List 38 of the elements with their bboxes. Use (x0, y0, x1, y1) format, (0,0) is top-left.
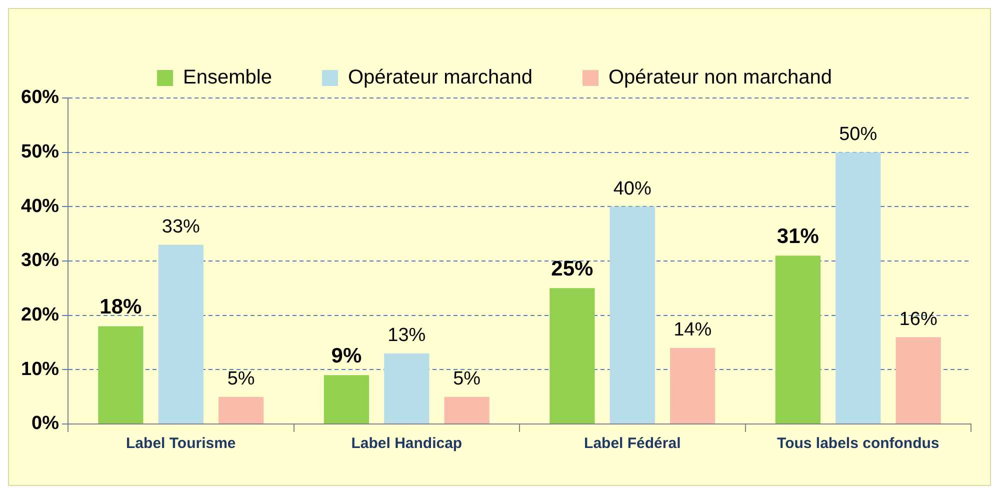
data-label: 5% (453, 368, 481, 390)
data-label: 18% (100, 295, 142, 318)
data-label: 25% (551, 257, 594, 280)
data-label: 16% (899, 308, 938, 330)
bar (384, 353, 430, 424)
data-label: 50% (839, 124, 878, 146)
y-tick-label: 10% (20, 358, 60, 380)
data-label: 40% (613, 178, 652, 200)
x-tick-label: Label Handicap (351, 435, 462, 452)
y-tick-label: 20% (20, 304, 60, 326)
data-label: 14% (674, 320, 712, 341)
bar (775, 256, 821, 424)
y-tick-label: 30% (20, 250, 60, 272)
y-tick-label: 0% (32, 413, 60, 434)
legend-label: Opérateur marchand (348, 66, 533, 89)
bar (98, 326, 144, 424)
data-label: 31% (776, 224, 820, 248)
x-tick-label: Label Fédéral (584, 435, 681, 452)
data-label: 33% (162, 216, 200, 238)
bar (670, 348, 716, 424)
y-tick-label: 40% (20, 196, 60, 217)
legend-label: Opérateur non marchand (608, 66, 832, 89)
legend-label: Ensemble (183, 66, 272, 89)
bar (324, 375, 370, 424)
data-label: 5% (227, 368, 255, 390)
x-tick-label: Tous labels confondus (777, 435, 940, 452)
bar (444, 396, 490, 424)
bar (610, 206, 655, 424)
bar (218, 396, 264, 424)
bar (550, 288, 595, 424)
y-tick-label: 50% (20, 142, 60, 163)
data-label: 9% (331, 344, 362, 368)
bar (158, 244, 204, 424)
bar (896, 337, 941, 424)
x-tick-label: Label Tourisme (126, 435, 236, 452)
bar (836, 152, 881, 424)
y-tick-label: 60% (20, 87, 60, 108)
data-label: 13% (388, 325, 426, 346)
